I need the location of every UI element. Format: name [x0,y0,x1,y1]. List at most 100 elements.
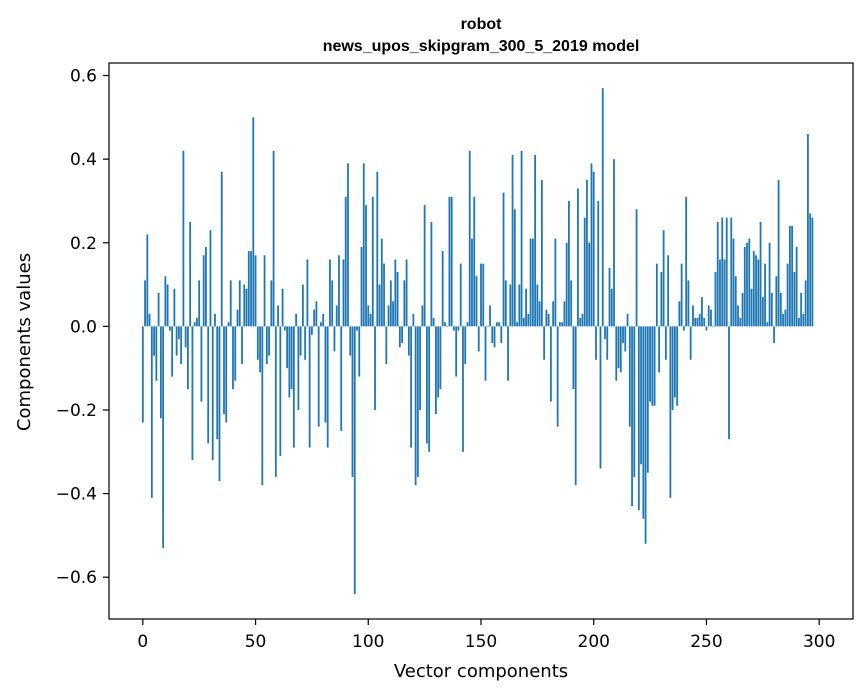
bar [728,326,730,440]
bar [486,326,489,327]
bar [259,326,261,373]
bar [356,326,358,331]
bar [468,150,471,327]
bar [511,154,514,327]
bar [491,326,494,344]
bar [392,301,394,327]
bar [795,246,798,327]
bar [159,326,162,419]
bar [588,242,591,327]
bar [626,313,629,327]
bar [362,163,365,327]
bar [791,226,794,327]
y-tick-label: −0.6 [56,568,97,588]
bar [241,326,243,364]
bar [540,180,543,327]
bar [507,326,509,381]
bar [522,318,525,327]
bar [664,326,667,360]
plot-frame [108,62,854,620]
bar [196,318,198,327]
bar [150,326,153,498]
bar [698,313,701,327]
bar [601,88,604,327]
bar [367,305,370,327]
bar [498,322,500,327]
bar [577,188,579,327]
bar [565,242,568,327]
bar [200,326,203,402]
bar [281,288,284,327]
bar [552,301,555,327]
bar [622,326,624,344]
bar [157,292,160,327]
bar [326,326,329,448]
bar [784,309,787,327]
bar [292,326,295,448]
bar [198,280,201,327]
bar [288,326,291,398]
bar [342,259,345,327]
bar [412,313,415,327]
bar [349,326,352,356]
bar [543,326,546,360]
bar [385,326,388,364]
bar [748,238,751,327]
bar [403,280,406,327]
bar [608,267,611,327]
bar [687,280,690,327]
bar [667,255,670,327]
bar [446,326,449,327]
bar [662,230,665,327]
bar [646,326,649,473]
bar [457,326,460,331]
bar [333,326,336,352]
bar [644,326,647,544]
bar [703,318,706,327]
bar [378,284,381,327]
bar [811,217,814,327]
x-tick-label: 100 [352,632,384,652]
bar [177,326,180,339]
bar [516,322,518,327]
bar [243,284,246,327]
bar [232,326,234,390]
bar [477,326,480,352]
bar [290,326,293,390]
x-tick-label: 150 [465,632,497,652]
bar [649,326,651,402]
bar [712,326,715,327]
bar [554,238,557,327]
bar [633,326,636,477]
bar [205,246,207,327]
bar [788,226,791,327]
bar [148,313,151,327]
bar [313,309,316,327]
bar [360,246,363,327]
bar [581,313,584,327]
bar [590,163,593,327]
bar [435,326,437,415]
x-axis-label: Vector components [394,661,568,682]
bar [453,326,455,331]
bar [311,326,313,335]
bar [782,313,785,327]
bar [694,318,697,327]
bar [283,326,286,331]
bar [531,238,534,327]
bar [734,276,737,327]
y-tick-label: −0.4 [56,485,97,505]
bar [245,288,248,327]
bar [701,297,703,327]
bar [407,326,410,356]
bar [549,326,552,402]
bar [655,263,658,327]
bar [344,196,347,327]
bar [315,301,318,327]
bar [216,326,219,440]
bar [777,180,780,327]
bar [764,263,766,327]
bar [482,263,485,327]
bar [518,284,521,327]
bar [732,238,735,327]
